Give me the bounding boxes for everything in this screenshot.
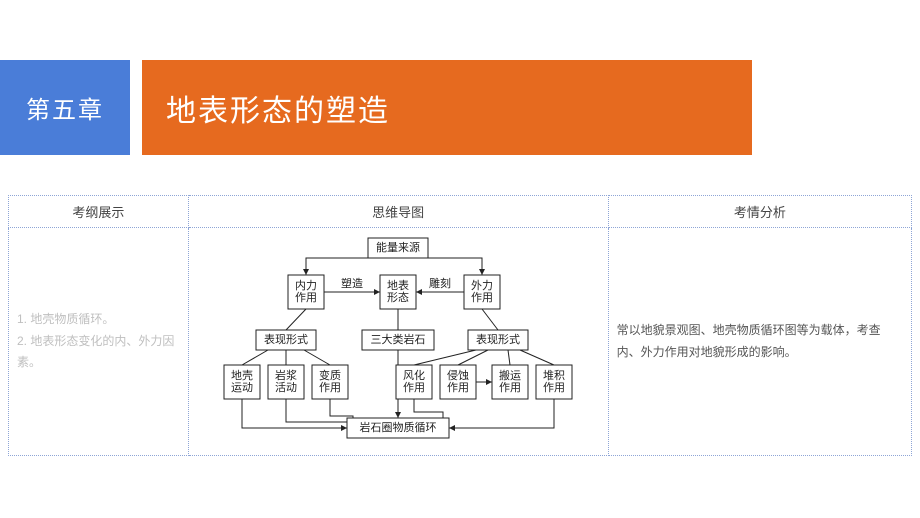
svg-text:作用: 作用 <box>447 381 469 394</box>
svg-text:外力: 外力 <box>471 279 493 292</box>
svg-text:作用: 作用 <box>543 381 565 394</box>
svg-text:作用: 作用 <box>471 291 493 304</box>
table-header-row: 考纲展示 思维导图 考情分析 <box>9 196 912 228</box>
svg-text:侵蚀: 侵蚀 <box>447 368 469 382</box>
svg-text:塑造: 塑造 <box>341 276 363 290</box>
header-row: 第五章 地表形态的塑造 <box>0 60 752 155</box>
svg-text:风化: 风化 <box>403 368 425 382</box>
svg-text:表现形式: 表现形式 <box>476 332 520 346</box>
svg-text:变质: 变质 <box>319 368 341 382</box>
diagram-cell: 塑造雕刻能量来源内力作用地表形态外力作用表现形式三大类岩石表现形式地壳运动岩浆活… <box>188 228 608 456</box>
svg-text:堆积: 堆积 <box>543 369 565 382</box>
svg-text:作用: 作用 <box>319 381 341 394</box>
svg-text:作用: 作用 <box>499 381 521 394</box>
svg-text:雕刻: 雕刻 <box>429 276 451 290</box>
svg-text:搬运: 搬运 <box>499 368 521 382</box>
chapter-label: 第五章 <box>26 90 104 125</box>
col-header-mid: 思维导图 <box>188 196 608 228</box>
svg-text:能量来源: 能量来源 <box>376 240 420 254</box>
analysis-text: 常以地貌景观图、地壳物质循环图等为载体，考查内、外力作用对地貌形成的影响。 <box>617 320 903 363</box>
svg-text:表现形式: 表现形式 <box>264 332 308 346</box>
analysis-cell: 常以地貌景观图、地壳物质循环图等为载体，考查内、外力作用对地貌形成的影响。 <box>608 228 911 456</box>
svg-text:地表: 地表 <box>387 278 409 292</box>
svg-text:地壳: 地壳 <box>231 368 253 382</box>
col-header-left: 考纲展示 <box>9 196 189 228</box>
mindmap-diagram: 塑造雕刻能量来源内力作用地表形态外力作用表现形式三大类岩石表现形式地壳运动岩浆活… <box>198 234 598 444</box>
svg-text:三大类岩石: 三大类岩石 <box>371 332 426 346</box>
svg-text:内力: 内力 <box>295 278 317 292</box>
svg-text:作用: 作用 <box>403 381 425 394</box>
svg-text:形态: 形态 <box>387 291 409 304</box>
title-label: 地表形态的塑造 <box>166 86 390 130</box>
svg-text:作用: 作用 <box>295 291 317 304</box>
svg-text:岩浆: 岩浆 <box>275 368 297 382</box>
syllabus-cell: 1. 地壳物质循环。 2. 地表形态变化的内、外力因素。 <box>9 228 189 456</box>
col-header-right: 考情分析 <box>608 196 911 228</box>
svg-text:岩石圈物质循环: 岩石圈物质循环 <box>360 420 437 434</box>
content-table: 考纲展示 思维导图 考情分析 1. 地壳物质循环。 2. 地表形态变化的内、外力… <box>8 195 912 456</box>
svg-text:活动: 活动 <box>275 381 297 394</box>
svg-text:运动: 运动 <box>231 381 253 394</box>
table-row: 1. 地壳物质循环。 2. 地表形态变化的内、外力因素。 塑造雕刻能量来源内力作… <box>9 228 912 456</box>
syllabus-text: 1. 地壳物质循环。 2. 地表形态变化的内、外力因素。 <box>17 309 180 374</box>
title-block: 地表形态的塑造 <box>142 60 752 155</box>
chapter-block: 第五章 <box>0 60 130 155</box>
